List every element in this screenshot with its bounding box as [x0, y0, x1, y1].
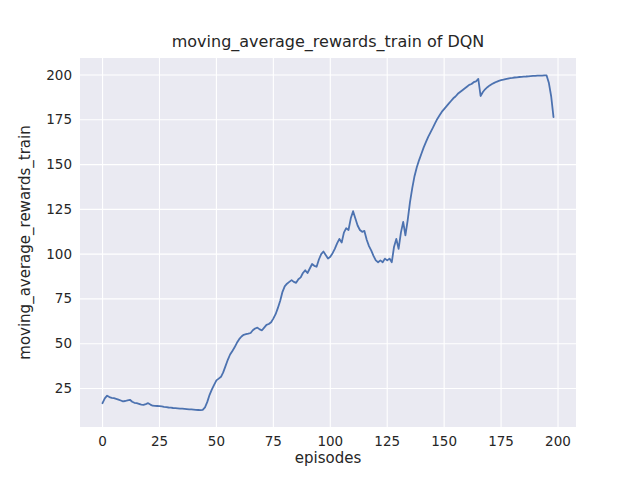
x-tick-label: 0 [98, 433, 107, 449]
x-tick-label: 200 [545, 433, 571, 449]
y-tick-label: 75 [55, 290, 72, 306]
y-tick-label: 50 [55, 335, 72, 351]
x-tick-label: 75 [265, 433, 282, 449]
x-tick-label: 25 [151, 433, 168, 449]
x-tick-label: 100 [317, 433, 343, 449]
chart-figure: 0 25 50 75 100 125 150 175 200 25 50 75 100 125 150 175… [0, 0, 640, 480]
y-axis-label: moving_average_rewards_train [16, 125, 35, 359]
x-axis-label: episodes [295, 449, 362, 467]
y-tick-label: 175 [46, 111, 72, 127]
y-tick-label: 150 [46, 156, 72, 172]
y-tick-label: 125 [46, 201, 72, 217]
x-tick-label: 125 [374, 433, 400, 449]
chart-canvas: 0 25 50 75 100 125 150 175 200 25 50 75 100 125 150 175… [0, 0, 640, 480]
x-tick-label: 150 [431, 433, 457, 449]
y-tick-label: 200 [46, 67, 72, 83]
x-tick-label: 50 [208, 433, 225, 449]
y-tick-label: 25 [55, 380, 72, 396]
chart-title: moving_average_rewards_train of DQN [172, 32, 485, 52]
x-tick-label: 175 [488, 433, 514, 449]
y-tick-label: 100 [46, 246, 72, 262]
